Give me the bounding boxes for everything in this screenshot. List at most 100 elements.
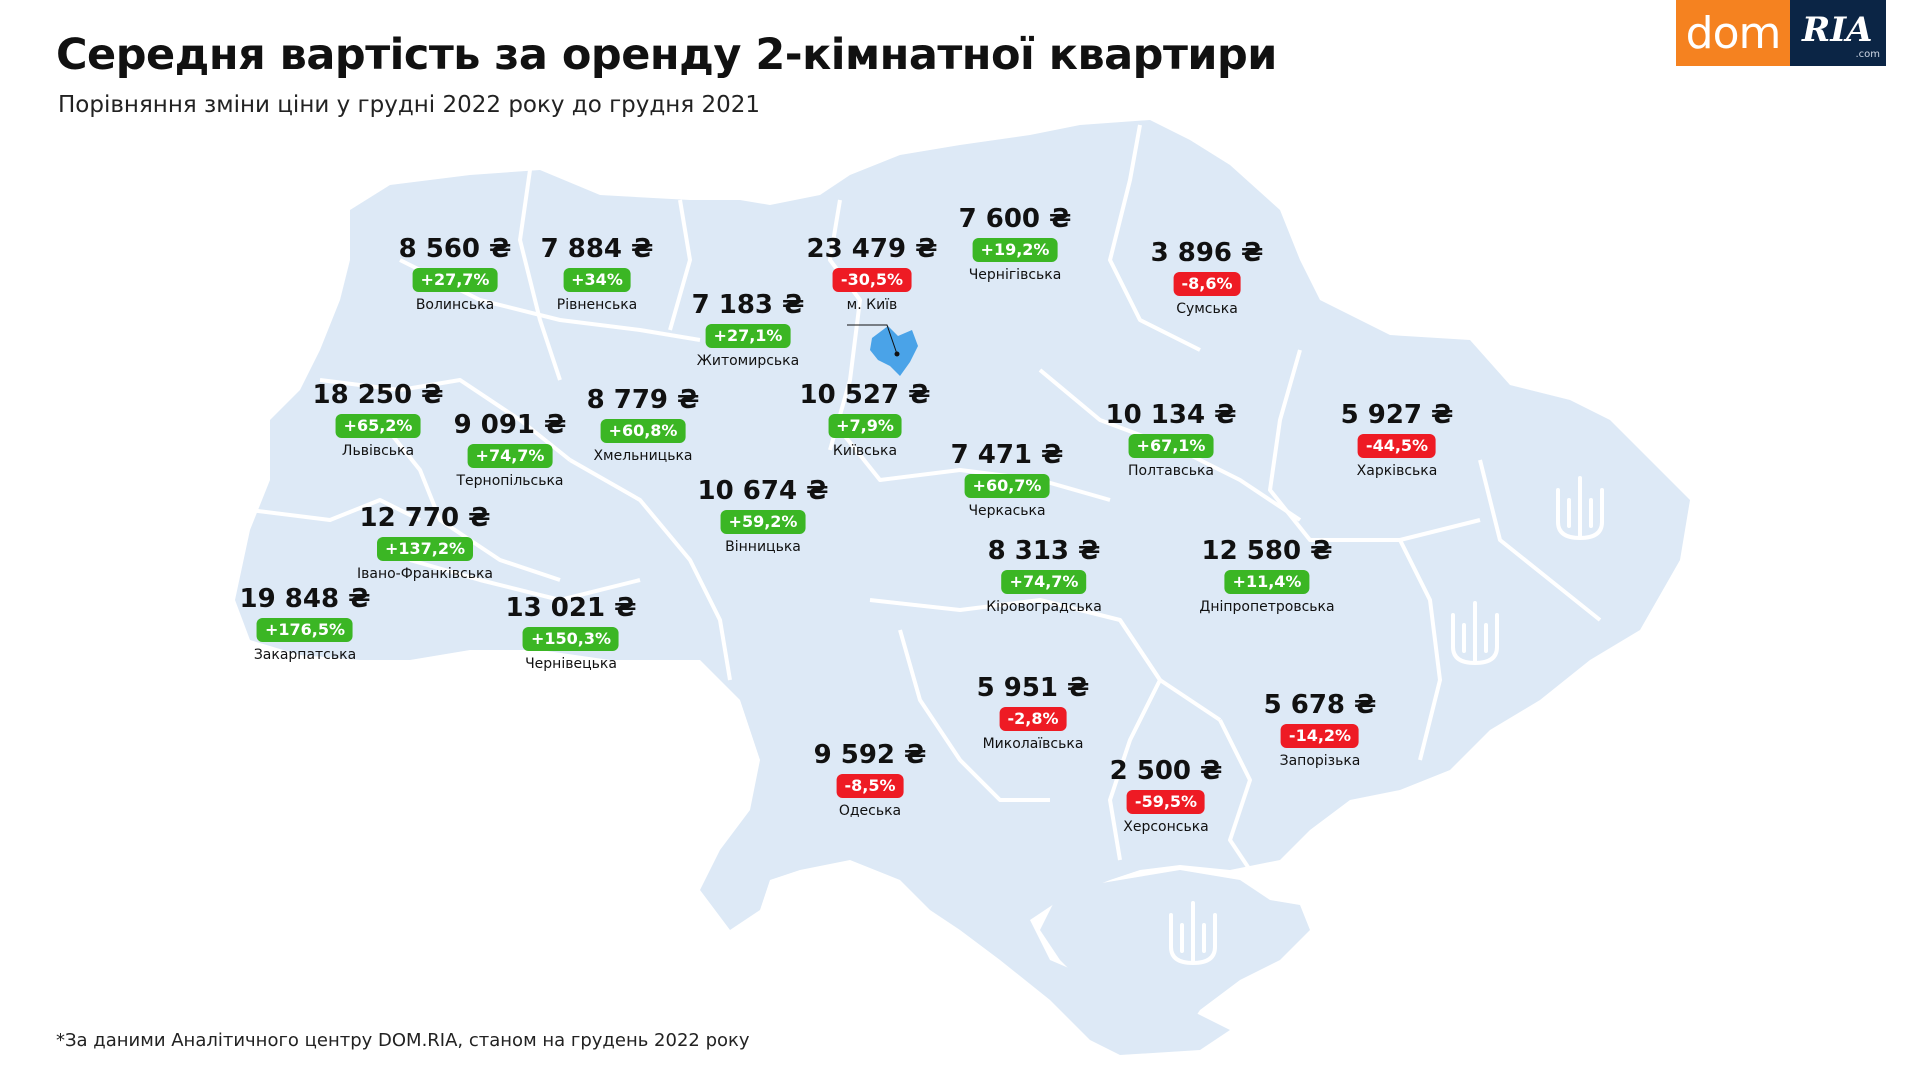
map-title: Середня вартість за оренду 2-кімнатної к… bbox=[56, 30, 1277, 80]
change-badge: +74,7% bbox=[467, 444, 553, 468]
border-line bbox=[569, 458, 732, 681]
border-line bbox=[668, 199, 692, 331]
border-line bbox=[1398, 539, 1442, 761]
region-name: Тернопільська bbox=[456, 473, 564, 489]
region-price: 5 951 ₴ bbox=[976, 673, 1090, 703]
border-line bbox=[1108, 124, 1201, 352]
change-badge: -8,5% bbox=[836, 774, 904, 798]
change-badge: +74,7% bbox=[1001, 570, 1087, 594]
logo-ria-text: RIA bbox=[1802, 10, 1873, 50]
region-label: 5 927 ₴ -44,5% Харківська bbox=[1341, 400, 1454, 479]
region-price: 7 471 ₴ bbox=[950, 440, 1064, 470]
region-label: 2 500 ₴ -59,5% Херсонська bbox=[1110, 756, 1223, 835]
region-label: 18 250 ₴ +65,2% Львівська bbox=[313, 380, 444, 459]
region-price: 3 896 ₴ bbox=[1150, 238, 1264, 268]
region-price: 9 091 ₴ bbox=[453, 410, 567, 440]
border-line bbox=[838, 428, 1111, 502]
region-label: 9 091 ₴ +74,7% Тернопільська bbox=[454, 410, 567, 489]
region-price: 7 183 ₴ bbox=[691, 290, 805, 320]
change-badge: -59,5% bbox=[1126, 790, 1206, 814]
change-badge: +59,2% bbox=[720, 510, 806, 534]
region-name: Дніпропетровська bbox=[1199, 599, 1335, 615]
region-name: Житомирська bbox=[696, 353, 800, 369]
kyiv-city-shape bbox=[870, 326, 918, 376]
region-label: 7 183 ₴ +27,1% Житомирська bbox=[692, 290, 805, 369]
region-label: 10 134 ₴ +67,1% Полтавська bbox=[1106, 400, 1237, 479]
change-badge: +67,1% bbox=[1128, 434, 1214, 458]
region-price: 12 580 ₴ bbox=[1201, 536, 1333, 566]
region-label: 8 779 ₴ +60,8% Хмельницька bbox=[587, 385, 700, 464]
region-label: 8 313 ₴ +74,7% Кіровоградська bbox=[986, 536, 1102, 615]
region-name: Миколаївська bbox=[982, 736, 1084, 752]
change-badge: +7,9% bbox=[828, 414, 902, 438]
logo-dom: dom bbox=[1676, 0, 1790, 66]
region-name: Запорізька bbox=[1279, 753, 1361, 769]
region-label: 7 884 ₴ +34% Рівненська bbox=[541, 234, 654, 313]
region-name: Кіровоградська bbox=[986, 599, 1102, 615]
border-line bbox=[1478, 459, 1602, 622]
region-name: Полтавська bbox=[1127, 463, 1214, 479]
kyiv-leader-line bbox=[847, 324, 898, 355]
region-label: 12 770 ₴ +137,2% Івано-Франківська bbox=[357, 503, 493, 582]
change-badge: +60,7% bbox=[964, 474, 1050, 498]
border-line bbox=[409, 558, 641, 602]
region-name: Черкаська bbox=[968, 503, 1046, 519]
region-price: 13 021 ₴ bbox=[505, 593, 637, 623]
region-label: 7 600 ₴ +19,2% Чернігівська bbox=[959, 204, 1072, 283]
region-price: 23 479 ₴ bbox=[806, 234, 938, 264]
region-price: 5 927 ₴ bbox=[1340, 400, 1454, 430]
region-name: Одеська bbox=[838, 803, 902, 819]
dom-ria-logo[interactable]: dom RIA .com bbox=[1676, 0, 1886, 66]
border-line bbox=[869, 598, 1222, 722]
change-badge: +65,2% bbox=[335, 414, 421, 438]
region-label: 19 848 ₴ +176,5% Закарпатська bbox=[240, 584, 371, 663]
logo-ria: RIA .com bbox=[1790, 0, 1886, 66]
border-line bbox=[1268, 349, 1481, 542]
region-price: 10 134 ₴ bbox=[1105, 400, 1237, 430]
region-price: 9 592 ₴ bbox=[813, 740, 927, 770]
region-name: Харківська bbox=[1356, 463, 1438, 479]
change-badge: +27,1% bbox=[705, 324, 791, 348]
region-name: Івано-Франківська bbox=[357, 566, 493, 582]
region-price: 7 600 ₴ bbox=[958, 204, 1072, 234]
change-badge: -44,5% bbox=[1357, 434, 1437, 458]
change-badge: -30,5% bbox=[832, 268, 912, 292]
region-price: 12 770 ₴ bbox=[359, 503, 491, 533]
border-line bbox=[1218, 719, 1252, 872]
change-badge: +176,5% bbox=[256, 618, 354, 642]
region-label: 3 896 ₴ -8,6% Сумська bbox=[1151, 238, 1264, 317]
region-label: 10 527 ₴ +7,9% Київська bbox=[800, 380, 931, 459]
region-name: Чернігівська bbox=[968, 267, 1062, 283]
region-name: Рівненська bbox=[556, 297, 638, 313]
region-name: Сумська bbox=[1176, 301, 1238, 317]
change-badge: -14,2% bbox=[1280, 724, 1360, 748]
border-line bbox=[378, 418, 561, 582]
region-price: 8 779 ₴ bbox=[586, 385, 700, 415]
footnote: *За даними Аналітичного центру DOM.RIA, … bbox=[56, 1030, 750, 1051]
oblast-borders bbox=[249, 124, 1602, 872]
region-label: 5 951 ₴ -2,8% Миколаївська bbox=[977, 673, 1090, 752]
region-label: 10 674 ₴ +59,2% Вінницька bbox=[698, 476, 829, 555]
region-name: Волинська bbox=[415, 297, 495, 313]
ukraine-outline bbox=[235, 120, 1690, 1055]
region-price: 19 848 ₴ bbox=[239, 584, 371, 614]
region-label: 8 560 ₴ +27,7% Волинська bbox=[399, 234, 512, 313]
change-badge: +19,2% bbox=[972, 238, 1058, 262]
change-badge: +60,8% bbox=[600, 419, 686, 443]
map-subtitle: Порівняння зміни ціни у грудні 2022 року… bbox=[58, 92, 761, 118]
border-line bbox=[1108, 618, 1162, 861]
region-price: 7 884 ₴ bbox=[540, 234, 654, 264]
change-badge: +34% bbox=[563, 268, 631, 292]
border-line bbox=[518, 169, 562, 381]
change-badge: -2,8% bbox=[999, 707, 1067, 731]
region-name: Чернівецька bbox=[525, 656, 617, 672]
change-badge: +150,3% bbox=[522, 627, 620, 651]
region-price: 2 500 ₴ bbox=[1109, 756, 1223, 786]
border-line bbox=[249, 498, 421, 522]
logo-ria-com: .com bbox=[1855, 49, 1880, 60]
region-name: Київська bbox=[832, 443, 898, 459]
region-name: Хмельницька bbox=[593, 448, 693, 464]
region-name: м. Київ bbox=[846, 297, 898, 313]
border-line bbox=[828, 199, 862, 451]
region-name: Вінницька bbox=[725, 539, 801, 555]
